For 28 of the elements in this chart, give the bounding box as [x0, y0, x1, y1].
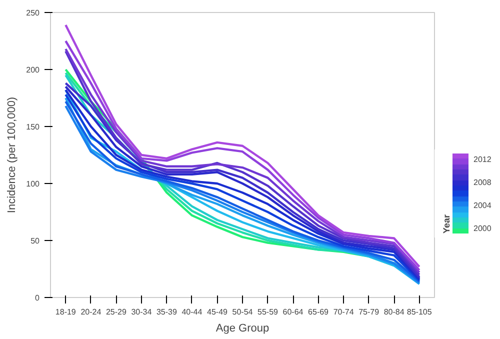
y-tick-label: 50 — [30, 236, 40, 246]
x-tick-label: 30-34 — [131, 308, 152, 316]
x-tick-label: 55-59 — [258, 308, 279, 316]
x-tick-label: 35-39 — [156, 308, 178, 316]
y-axis-title: Incidence (per 100,000) — [6, 96, 18, 214]
color-bar-title: Year — [442, 214, 452, 234]
x-tick-label: 80-84 — [384, 308, 405, 316]
x-tick-label: 20-24 — [80, 308, 102, 316]
color-bar-label: 2012 — [474, 155, 492, 164]
color-bar-label: 2008 — [474, 178, 492, 188]
x-tick-label: 75-79 — [358, 308, 380, 316]
color-bar-label: 2000 — [474, 224, 492, 233]
x-axis-title: Age Group — [216, 322, 270, 334]
color-bar-label: 2004 — [474, 200, 492, 210]
x-tick-label: 70-74 — [333, 308, 354, 316]
y-tick-label: 0 — [35, 294, 40, 302]
x-tick-label: 25-29 — [106, 308, 127, 316]
x-tick-label: 65-69 — [308, 308, 330, 316]
x-tick-label: 40-44 — [182, 308, 203, 316]
x-tick-label: 85-105 — [406, 308, 432, 316]
y-tick-label: 200 — [26, 66, 40, 74]
y-tick-label: 100 — [26, 180, 40, 188]
y-tick-label: 150 — [26, 122, 40, 132]
y-tick-label: 250 — [26, 8, 40, 18]
x-tick-label: 18-19 — [55, 308, 76, 316]
x-tick-label: 60-64 — [282, 308, 304, 316]
x-tick-label: 50-54 — [232, 308, 254, 316]
x-tick-label: 45-49 — [207, 308, 228, 316]
